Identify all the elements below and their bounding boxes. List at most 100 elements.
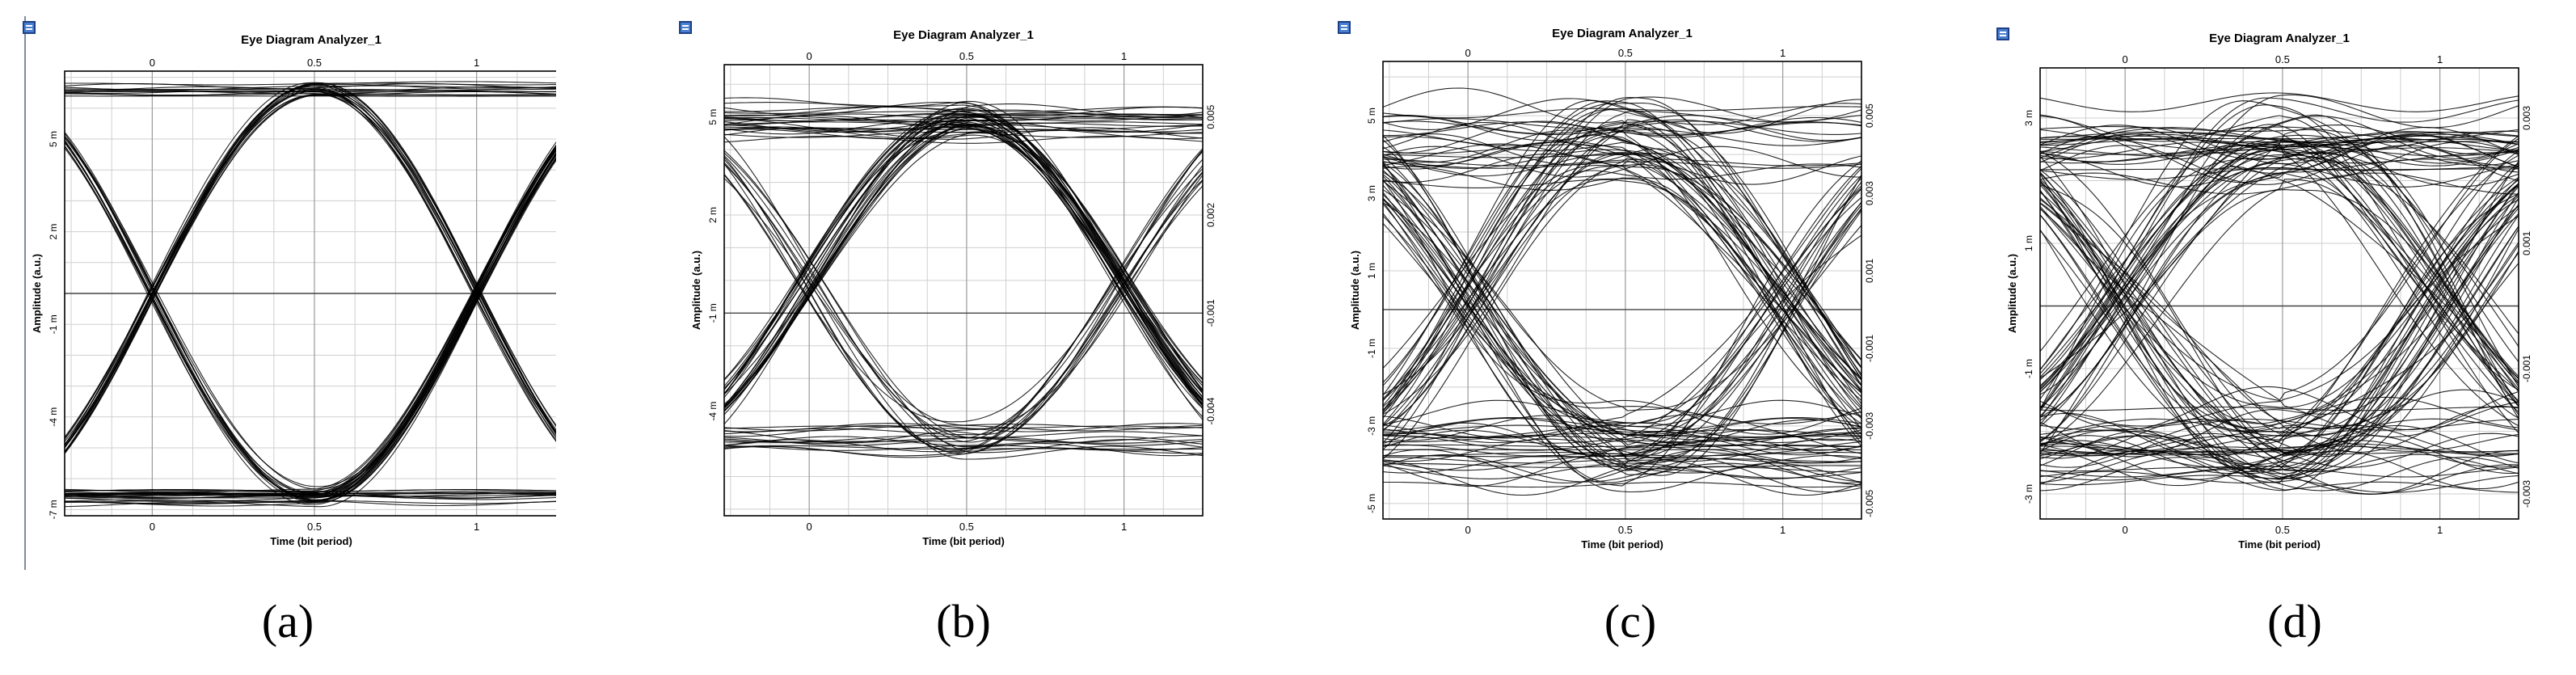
window-frame-edge — [24, 16, 26, 570]
y-tick-label-left: -4 m — [707, 402, 719, 421]
eye-trace — [2039, 138, 2519, 402]
eye-trace — [2039, 431, 2519, 452]
y-tick-label-right: 0.001 — [1864, 259, 1875, 283]
eye-trace — [64, 133, 556, 507]
chart-title: Eye Diagram Analyzer_1 — [893, 28, 1034, 42]
eye-trace — [723, 121, 1204, 126]
eye-trace — [2039, 244, 2519, 458]
x-tick-label-top: 0 — [2123, 53, 2128, 65]
y-tick-label-left: 1 m — [2023, 235, 2034, 251]
x-tick-label-top: 1 — [1780, 47, 1785, 59]
eye-trace — [1382, 164, 1862, 407]
eye-trace — [1382, 180, 1862, 445]
panel-caption-b: (b) — [936, 595, 991, 648]
eye-trace — [64, 146, 556, 493]
eye-trace — [2039, 202, 2519, 457]
eye-trace — [64, 91, 556, 440]
x-tick-label-bottom: 1 — [474, 521, 479, 533]
eye-trace — [2039, 136, 2519, 407]
eye-trace — [724, 118, 1204, 384]
x-tick-label-top: 0.5 — [307, 57, 322, 69]
eye-trace — [1382, 174, 1862, 479]
eye-trace — [723, 110, 1204, 418]
plot-frame — [1382, 61, 1862, 520]
eye-trace — [2039, 179, 2519, 475]
eye-trace — [1382, 165, 1862, 468]
y-tick-label-left: 3 m — [1366, 185, 1377, 201]
y-tick-label-left: 5 m — [48, 131, 59, 147]
eye-trace — [1382, 136, 1862, 435]
eye-trace — [2039, 124, 2519, 387]
eye-trace — [2039, 179, 2519, 447]
eye-trace — [1383, 481, 1862, 488]
eye-diagram-svg: Eye Diagram Analyzer_1 0 0 0.5 0.5 1 1 5 m 3 m 1 … — [1349, 27, 1875, 551]
x-tick-label-bottom: 1 — [2437, 524, 2443, 536]
y-tick-label-left: -1 m — [707, 303, 719, 323]
eye-trace — [2039, 180, 2519, 465]
eye-trace — [2039, 180, 2519, 479]
eye-trace — [1382, 118, 1862, 418]
x-tick-label-bottom: 1 — [1780, 524, 1785, 536]
y-tick-label-right: -0.003 — [1864, 412, 1875, 440]
y-tick-label-left: 5 m — [1366, 108, 1377, 124]
eye-trace — [1382, 416, 1862, 432]
y-tick-label-left: -3 m — [1366, 416, 1377, 436]
eye-trace — [64, 141, 556, 503]
eye-trace — [723, 150, 1204, 455]
eye-trace — [723, 135, 1204, 144]
eye-trace — [723, 103, 1204, 409]
plot-frame — [723, 64, 1204, 517]
eye-trace — [1382, 136, 1862, 450]
eye-trace — [723, 113, 1203, 411]
eye-trace — [2039, 116, 2519, 160]
eye-trace — [1382, 102, 1862, 396]
eye-trace — [1382, 234, 1862, 457]
eye-trace — [723, 120, 1204, 133]
x-tick-label-bottom: 0 — [807, 521, 812, 533]
panel-caption-a: (a) — [261, 595, 314, 648]
eye-trace — [1382, 141, 1862, 405]
y-tick-label-left: 5 m — [707, 109, 719, 125]
eye-trace — [2039, 126, 2519, 381]
y-axis-label: Amplitude (a.u.) — [31, 254, 43, 333]
eye-trace — [2039, 230, 2519, 479]
eye-trace — [723, 127, 1204, 391]
y-tick-label-right: 0.002 — [1205, 203, 1216, 227]
eye-trace — [2039, 263, 2519, 454]
eye-trace — [2039, 178, 2519, 486]
plot-frame — [2039, 67, 2519, 520]
eye-trace — [2039, 114, 2519, 390]
y-tick-label-left: -1 m — [2023, 359, 2034, 378]
eye-trace — [723, 112, 1204, 408]
eye-diagram-analyzer-icon — [1338, 21, 1351, 34]
y-tick-label-left: 2 m — [707, 207, 719, 223]
eye-trace — [1382, 100, 1862, 391]
eye-trace — [723, 131, 1204, 394]
eye-diagram-svg: Eye Diagram Analyzer_1 0 0 0.5 0.5 1 1 5 m 2 m -1… — [690, 28, 1216, 547]
eye-trace — [1382, 189, 1862, 437]
x-tick-label-top: 0.5 — [1618, 47, 1633, 59]
eye-trace — [1382, 108, 1862, 390]
eye-trace — [1382, 202, 1862, 449]
eye-trace — [1382, 171, 1862, 411]
eye-trace — [723, 435, 1203, 443]
x-axis-label: Time (bit period) — [2238, 538, 2321, 551]
eye-trace — [2040, 168, 2519, 171]
eye-trace — [723, 119, 1204, 407]
eye-trace — [1382, 119, 1862, 416]
eye-trace — [2039, 184, 2519, 457]
y-tick-label-right: 0.003 — [1864, 181, 1875, 205]
eye-trace — [1382, 146, 1861, 178]
eye-trace — [2039, 150, 2519, 456]
eye-trace — [2039, 137, 2519, 454]
eye-trace — [64, 87, 556, 449]
eye-trace — [723, 113, 1204, 380]
eye-trace — [1382, 215, 1862, 493]
x-tick-label-top: 0.5 — [2275, 53, 2290, 65]
eye-trace — [2039, 213, 2519, 457]
eye-trace — [2039, 183, 2519, 467]
eye-trace — [2039, 157, 2519, 388]
eye-trace — [2039, 194, 2519, 454]
eye-trace — [2039, 251, 2519, 480]
eye-trace — [2039, 189, 2519, 427]
